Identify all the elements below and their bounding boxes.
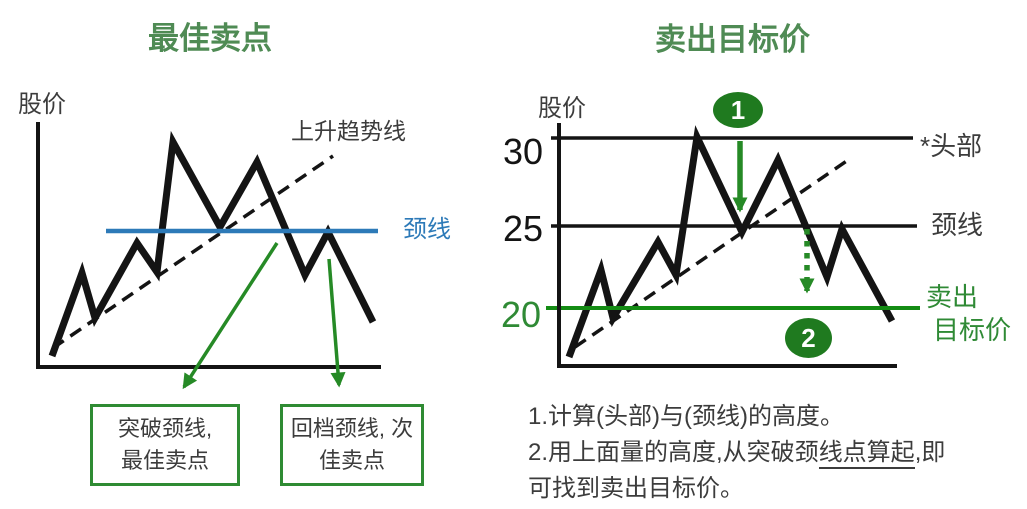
left-price-zigzag (48, 130, 377, 358)
target-price-label: 目标价 (933, 315, 1012, 345)
right-neckline-label: 颈线 (931, 210, 984, 240)
retest-callout-box: 回档颈线, 次 佳卖点 (280, 404, 424, 486)
sell-label: 卖出 (926, 282, 979, 312)
note-line-2: 2.用上面量的高度,从突破颈线点算起,即 (528, 435, 945, 471)
right-uptrend-dashed-line (574, 156, 852, 349)
left-y-axis-label: 股价 (18, 91, 66, 118)
head-level-label: *头部 (920, 131, 983, 161)
breakout-callout-line1: 突破颈线, (117, 416, 213, 441)
left-retest-arrow (327, 258, 346, 388)
right-chart-axes (557, 123, 897, 368)
breakout-callout-box: 突破颈线, 最佳卖点 (90, 404, 240, 486)
note-line-2-underlined: 线点算起 (818, 439, 915, 469)
retest-callout-line1: 回档颈线, 次 (290, 416, 414, 441)
note-line-1: 1.计算(头部)与(颈线)的高度。 (528, 403, 844, 430)
step-2-badge: 2 (785, 318, 832, 358)
price-level-20: 20 (501, 294, 542, 335)
left-chart-axes (36, 122, 381, 369)
left-uptrend-dashed-line (52, 154, 334, 350)
right-panel-title: 卖出目标价 (655, 22, 810, 57)
left-neckline-label: 颈线 (403, 216, 451, 243)
instruction-notes: 1.计算(头部)与(颈线)的高度。 2.用上面量的高度,从突破颈线点算起,即 可… (528, 399, 945, 507)
breakout-callout-line2: 最佳卖点 (120, 448, 209, 473)
note-line-2-pre: 2.用上面量的高度,从突破颈 (528, 439, 819, 466)
right-y-axis-label: 股价 (538, 95, 586, 122)
price-level-25: 25 (503, 208, 544, 249)
right-price-zigzag (565, 125, 896, 359)
note-line-3: 可找到卖出目标价。 (528, 475, 744, 502)
retest-callout-line2: 佳卖点 (318, 448, 385, 473)
left-uptrend-line-label: 上升趋势线 (291, 118, 406, 144)
left-panel-title: 最佳卖点 (148, 21, 272, 56)
note-line-2-post: ,即 (914, 439, 946, 466)
price-level-30: 30 (503, 131, 544, 172)
left-breakout-arrow (182, 242, 279, 390)
step-1-badge: 1 (713, 92, 763, 128)
